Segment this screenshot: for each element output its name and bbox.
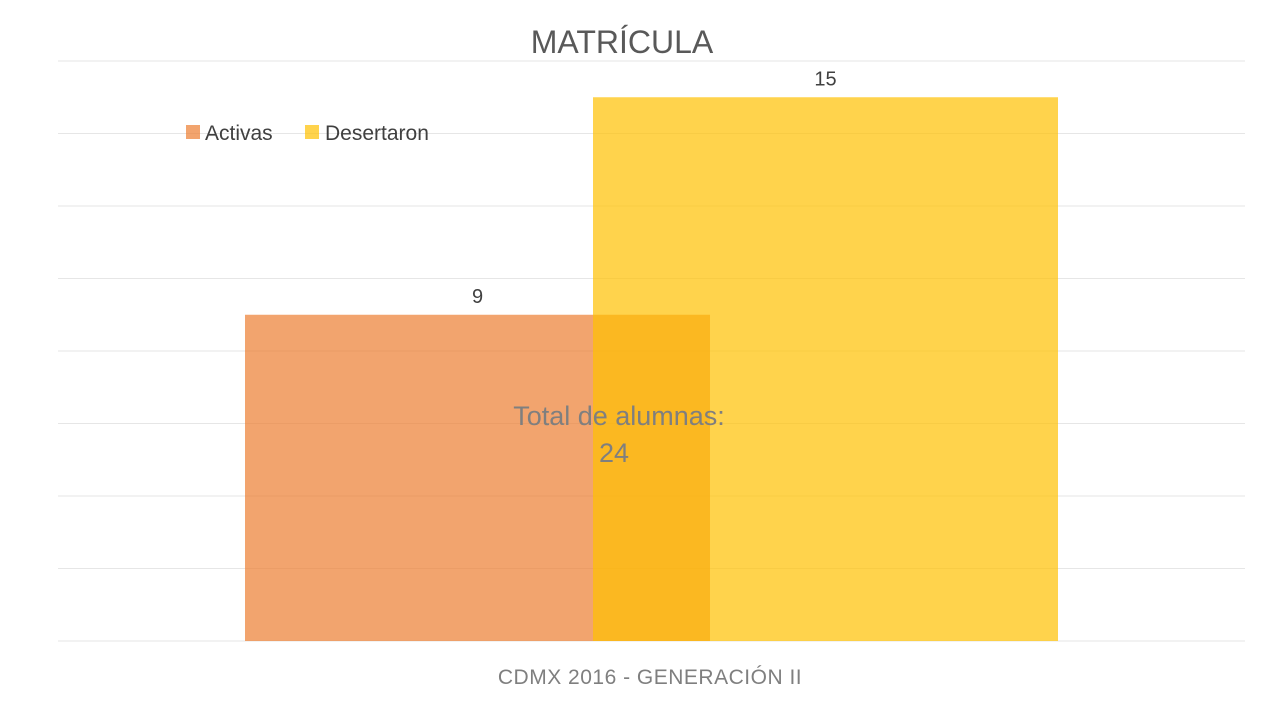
data-label-activas: 9 — [472, 286, 483, 308]
chart-title: MATRÍCULA — [531, 24, 714, 60]
bar-desertaron — [593, 97, 1058, 641]
data-label-desertaron: 15 — [814, 68, 836, 90]
legend-label-desertaron: Desertaron — [325, 122, 429, 145]
total-annotation-line2: 24 — [599, 438, 629, 468]
legend-swatch-desertaron — [305, 125, 319, 139]
legend: Activas Desertaron — [186, 122, 429, 145]
x-axis-label: CDMX 2016 - GENERACIÓN II — [498, 666, 802, 689]
total-annotation-line1: Total de alumnas: — [513, 401, 725, 431]
bars — [245, 97, 1058, 641]
legend-label-activas: Activas — [205, 122, 273, 145]
data-labels: 9 15 — [472, 68, 837, 308]
legend-swatch-activas — [186, 125, 200, 139]
